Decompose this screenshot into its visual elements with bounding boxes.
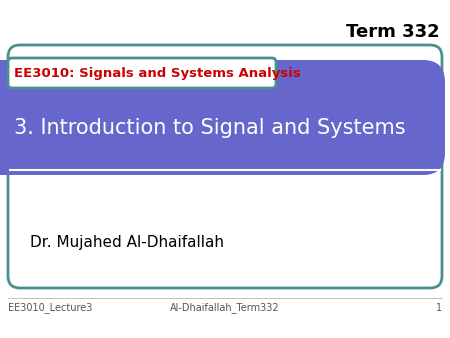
Bar — [0, 60, 25, 175]
FancyBboxPatch shape — [8, 58, 276, 88]
FancyBboxPatch shape — [8, 45, 442, 288]
Text: 3. Introduction to Signal and Systems: 3. Introduction to Signal and Systems — [14, 118, 405, 138]
Text: EE3010_Lecture3: EE3010_Lecture3 — [8, 303, 92, 313]
Text: Term 332: Term 332 — [346, 23, 440, 41]
Text: 1: 1 — [436, 303, 442, 313]
FancyBboxPatch shape — [0, 60, 445, 175]
Text: Al-Dhaifallah_Term332: Al-Dhaifallah_Term332 — [170, 303, 280, 313]
Text: EE3010: Signals and Systems Analysis: EE3010: Signals and Systems Analysis — [14, 67, 301, 79]
Text: Dr. Mujahed Al-Dhaifallah: Dr. Mujahed Al-Dhaifallah — [30, 236, 224, 250]
